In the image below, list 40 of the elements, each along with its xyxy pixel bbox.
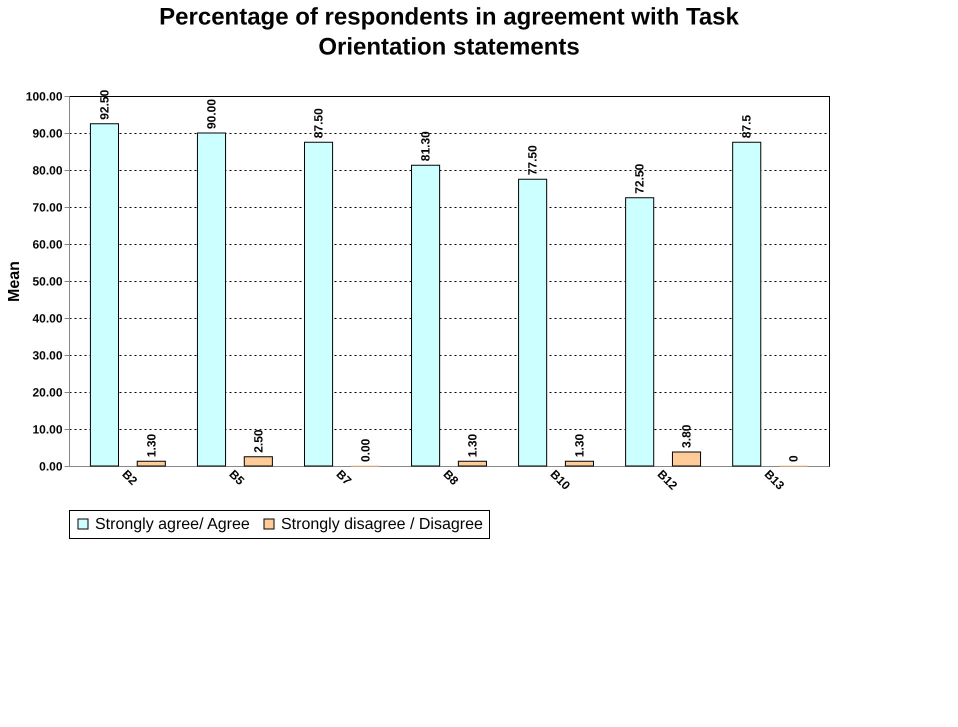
data-label: 2.50 bbox=[251, 429, 266, 453]
x-tick-label: B13 bbox=[762, 467, 788, 493]
data-label: 3.80 bbox=[680, 424, 694, 448]
y-tick-label: 60.00 bbox=[32, 238, 63, 252]
y-tick-label: 50.00 bbox=[32, 274, 63, 288]
y-tick-label: 10.00 bbox=[32, 422, 63, 436]
y-tick-label: 30.00 bbox=[32, 348, 63, 362]
bar bbox=[244, 456, 273, 466]
x-tick-label: B5 bbox=[226, 467, 248, 488]
y-tick-label: 40.00 bbox=[32, 312, 63, 326]
y-tick-label: 70.00 bbox=[32, 200, 63, 214]
bar bbox=[458, 460, 487, 466]
data-label: 1.30 bbox=[465, 434, 480, 458]
data-label: 77.50 bbox=[526, 144, 540, 176]
x-tick-label: B8 bbox=[440, 467, 462, 488]
data-label: 0 bbox=[786, 455, 801, 462]
x-tick-label: B7 bbox=[333, 467, 354, 488]
data-label: 1.30 bbox=[144, 434, 158, 458]
y-axis-title: Mean bbox=[6, 261, 23, 302]
x-tick-label: B10 bbox=[548, 467, 574, 493]
y-tick-label: 100.00 bbox=[26, 90, 63, 104]
x-tick-label: B2 bbox=[119, 467, 140, 488]
data-label: 1.30 bbox=[572, 434, 586, 458]
data-label: 87.50 bbox=[312, 108, 326, 138]
data-label: 0.00 bbox=[358, 438, 372, 462]
data-label: 87.5 bbox=[740, 114, 754, 138]
chart-title: Percentage of respondents in agreement with Task Orientation statements bbox=[159, 4, 740, 61]
bar bbox=[564, 460, 594, 466]
legend-label: Strongly agree/ Agree bbox=[95, 516, 250, 533]
data-label: 72.50 bbox=[632, 163, 647, 194]
data-label: 92.50 bbox=[97, 89, 112, 120]
bar bbox=[672, 451, 702, 466]
y-tick-label: 90.00 bbox=[32, 126, 63, 140]
bar bbox=[136, 460, 166, 466]
y-tick-label: 80.00 bbox=[32, 164, 63, 178]
data-label: 90.00 bbox=[204, 98, 218, 129]
legend-label: Strongly disagree / Disagree bbox=[281, 516, 483, 533]
data-label: 81.30 bbox=[418, 130, 433, 162]
y-tick-label: 20.00 bbox=[32, 386, 63, 400]
y-tick-label: 0.00 bbox=[39, 460, 63, 474]
